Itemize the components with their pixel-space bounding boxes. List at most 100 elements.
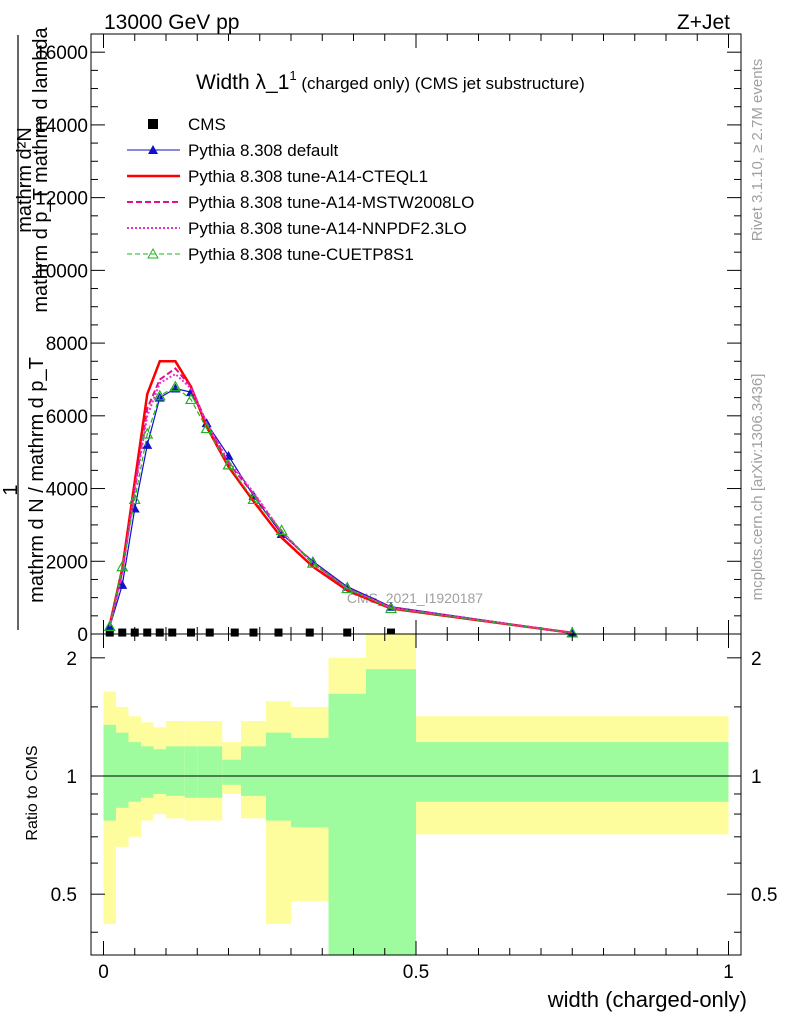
legend-item: Pythia 8.308 tune-CUETP8S1 [127, 245, 414, 264]
data-point [200, 422, 213, 434]
series-pythia-8-308-tune-a14-mstw2008lo [108, 367, 573, 634]
data-point [274, 628, 283, 637]
energy-label: 13000 GeV pp [104, 11, 239, 34]
y-tick-label: 12000 [35, 189, 88, 210]
ratio-bands [103, 634, 729, 955]
uncertainty-band-inner [266, 732, 291, 821]
y-tick-label: 8000 [46, 334, 88, 355]
legend-item: Pythia 8.308 tune-A14-NNPDF2.3LO [127, 219, 467, 238]
series-line [109, 385, 573, 634]
legend-marker [148, 145, 158, 154]
data-point [247, 493, 260, 505]
y-label-numerator-sub: mathrm d p_T mathrm d lambda [30, 26, 52, 312]
legend-item: Pythia 8.308 tune-A14-MSTW2008LO [127, 193, 474, 212]
ratio-y-tick-label: 2 [66, 649, 77, 670]
data-point [230, 628, 239, 637]
data-point [105, 628, 114, 637]
y-label-numerator: mathrm d²N [14, 127, 36, 233]
series-layer [103, 360, 579, 638]
legend-item: CMS [148, 115, 226, 134]
data-point [141, 427, 154, 439]
series-pythia-8-308-default [104, 383, 578, 637]
data-point [205, 628, 214, 637]
data-point [169, 380, 182, 392]
data-point [306, 556, 319, 568]
data-point [116, 560, 129, 572]
uncertainty-band-inner [197, 746, 223, 798]
series-pythia-8-308-tune-a14-nnpdf2-3lo [108, 372, 573, 634]
legend-label: Pythia 8.308 tune-CUETP8S1 [188, 245, 414, 264]
uncertainty-band-inner [241, 746, 266, 796]
mcplots-label: mcplots.cern.ch [arXiv:1306.3436] [749, 374, 766, 601]
series-pythia-8-308-tune-cuetp8s1 [103, 380, 579, 638]
y-tick-label: 14000 [35, 116, 88, 137]
rivet-label: Rivet 3.1.10, ≥ 2.7M events [749, 59, 766, 242]
y-tick-label: 6000 [46, 407, 88, 428]
series-line [108, 367, 573, 634]
data-point [130, 628, 139, 637]
ratio-y-tick-label-right: 0.5 [751, 885, 777, 906]
main-y-axis-label: mathrm d²N mathrm d p_T mathrm d lambda … [0, 26, 52, 630]
ratio-x-ticks: 0 0.5 1 [98, 634, 734, 983]
legend: CMS Pythia 8.308 default Pythia 8.308 tune… [127, 115, 474, 264]
data-point [153, 389, 166, 401]
data-point [142, 439, 153, 449]
uncertainty-band-inner [103, 724, 116, 821]
uncertainty-band-inner [128, 742, 141, 802]
uncertainty-band-inner [416, 742, 729, 802]
x-axis-label: width (charged-only) [547, 987, 747, 1012]
legend-label: Pythia 8.308 default [188, 141, 339, 160]
data-point [143, 628, 152, 637]
series-line [109, 387, 573, 634]
y-label-one: 1 [0, 484, 22, 495]
data-point [155, 628, 164, 637]
data-point [387, 628, 395, 637]
x-tick-label: 0 [98, 962, 109, 983]
ratio-y-tick-label: 0.5 [51, 885, 77, 906]
ratio-y-tick-label-right: 2 [751, 649, 762, 670]
uncertainty-band-inner [153, 749, 166, 794]
uncertainty-band-inner [116, 732, 129, 808]
uncertainty-band-inner [328, 693, 366, 955]
main-y-ticks: 0 2000 4000 6000 8000 10000 12000 14000 16000 [35, 43, 741, 646]
ratio-y-axis-label: Ratio to CMS [24, 745, 41, 840]
ratio-y-tick-label-right: 1 [751, 767, 762, 788]
uncertainty-band-inner [141, 746, 154, 798]
data-point [343, 628, 352, 637]
uncertainty-band-inner [291, 737, 329, 828]
process-label: Z+Jet [677, 11, 730, 34]
x-tick-label: 1 [723, 962, 734, 983]
main-x-ticks [103, 34, 729, 634]
y-tick-label: 2000 [46, 552, 88, 573]
data-point [222, 458, 235, 470]
uncertainty-band-inner [166, 746, 185, 796]
data-point [128, 493, 141, 505]
y-tick-label: 16000 [35, 43, 88, 64]
series-line [108, 372, 573, 634]
series-pythia-8-308-tune-a14-cteql1 [108, 360, 573, 635]
data-point [103, 620, 116, 631]
data-point [184, 393, 198, 405]
ratio-y-ticks: 0.5 0.5 1 1 2 2 [51, 649, 777, 933]
series-line [108, 360, 573, 635]
uncertainty-band-inner [184, 746, 198, 798]
y-tick-label: 4000 [46, 480, 88, 501]
data-point [249, 628, 258, 637]
series-cms [105, 628, 395, 637]
legend-marker [147, 247, 159, 259]
legend-label: Pythia 8.308 tune-A14-CTEQL1 [188, 167, 428, 186]
y-tick-label: 10000 [35, 261, 88, 282]
ratio-y-tick-label: 1 [66, 767, 77, 788]
y-label-denominator: mathrm d N / mathrm d p_T [26, 357, 48, 603]
y-tick-label: 0 [77, 625, 88, 646]
data-point [305, 628, 314, 637]
data-point [187, 628, 195, 637]
uncertainty-band-inner [366, 669, 416, 955]
legend-label: Pythia 8.308 tune-A14-MSTW2008LO [188, 193, 474, 212]
plot-title: Width λ_11 (charged only) (CMS jet subst… [196, 68, 585, 94]
legend-item: Pythia 8.308 tune-A14-CTEQL1 [127, 167, 428, 186]
legend-label: Pythia 8.308 tune-A14-NNPDF2.3LO [188, 219, 467, 238]
data-point [118, 628, 127, 637]
x-tick-label: 0.5 [403, 962, 429, 983]
